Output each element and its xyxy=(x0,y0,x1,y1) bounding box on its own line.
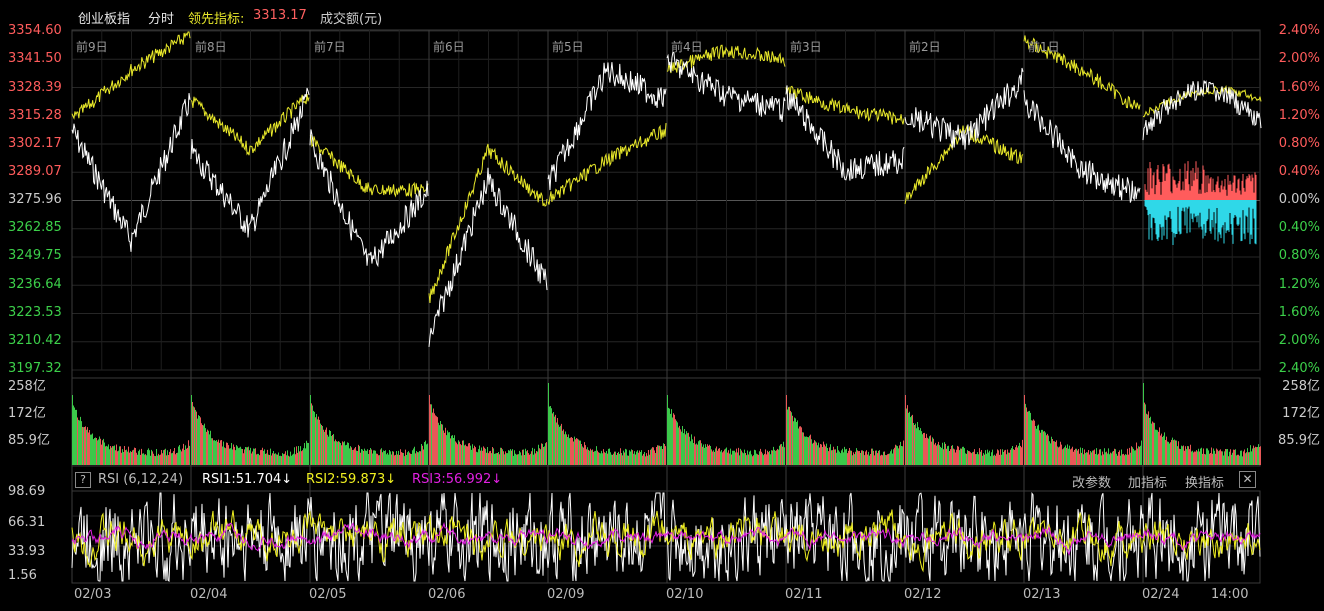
day-label: 前7日 xyxy=(314,40,346,54)
rsi-tick: 66.31 xyxy=(8,515,46,530)
switch-indicator-button[interactable]: 换指标 xyxy=(1185,476,1225,491)
rsi-tick: 98.69 xyxy=(8,484,46,499)
x-tick: 02/04 xyxy=(190,587,228,602)
price-tick: 3302.17 xyxy=(8,136,62,151)
rsi1-value: RSI1:51.704↓ xyxy=(202,472,293,487)
lead-line xyxy=(428,143,548,303)
lead-line xyxy=(547,122,667,205)
mode-label[interactable]: 分时 xyxy=(148,12,175,27)
price-line xyxy=(428,167,548,347)
percent-tick: 1.20% xyxy=(1278,277,1320,292)
index-title[interactable]: 创业板指 xyxy=(78,12,131,27)
rsi-tick: 1.56 xyxy=(8,568,37,583)
price-line xyxy=(904,67,1024,150)
rsi-tick: 33.93 xyxy=(8,544,46,559)
price-tick: 3315.28 xyxy=(8,108,62,123)
lead-indicator-label: 领先指标: xyxy=(188,12,245,27)
price-tick: 3341.50 xyxy=(8,51,62,66)
volume-tick: 258亿 xyxy=(1282,379,1320,394)
rsi2-line xyxy=(71,509,1261,573)
lead-line xyxy=(71,31,191,120)
percent-tick: 1.20% xyxy=(1278,108,1320,123)
rsi2-value: RSI2:59.873↓ xyxy=(306,472,397,487)
percent-tick: 0.00% xyxy=(1278,192,1320,207)
x-tick: 02/09 xyxy=(547,587,585,602)
rsi3-line xyxy=(71,521,1261,556)
x-tick: 02/03 xyxy=(74,587,112,602)
day-label: 前3日 xyxy=(790,40,822,54)
price-tick: 3210.42 xyxy=(8,333,62,348)
lead-indicator-value: 3313.17 xyxy=(253,8,307,23)
x-tick: 14:00 xyxy=(1211,587,1249,602)
lead-line xyxy=(785,85,905,125)
percent-tick: 0.80% xyxy=(1278,248,1320,263)
rsi1-line xyxy=(71,492,1261,583)
volume-tick: 258亿 xyxy=(8,379,46,394)
percent-tick: 2.00% xyxy=(1278,333,1320,348)
lead-line xyxy=(1023,35,1141,110)
percent-tick: 2.00% xyxy=(1278,51,1320,66)
day-label: 前2日 xyxy=(909,40,941,54)
price-tick: 3223.53 xyxy=(8,305,62,320)
price-tick: 3289.07 xyxy=(8,164,62,179)
header-bar: 创业板指 分时 领先指标: 3313.17 成交额(元) xyxy=(0,0,1324,30)
percent-tick: 0.40% xyxy=(1278,220,1320,235)
rsi-name: RSI (6,12,24) xyxy=(98,472,184,487)
lead-line xyxy=(190,94,310,156)
volume-tick: 172亿 xyxy=(1282,406,1320,421)
price-line xyxy=(71,93,191,252)
x-tick: 02/24 xyxy=(1142,587,1180,602)
percent-tick: 2.40% xyxy=(1278,23,1320,38)
price-tick: 3236.64 xyxy=(8,277,62,292)
price-line xyxy=(666,51,786,122)
price-line xyxy=(1142,80,1262,141)
rsi3-value: RSI3:56.992↓ xyxy=(412,472,503,487)
x-tick: 02/12 xyxy=(904,587,942,602)
price-line xyxy=(547,62,667,191)
day-label: 前5日 xyxy=(552,40,584,54)
price-tick: 3249.75 xyxy=(8,248,62,263)
percent-tick: 0.40% xyxy=(1278,164,1320,179)
day-label: 前1日 xyxy=(1028,40,1060,54)
change-params-button[interactable]: 改参数 xyxy=(1072,476,1112,491)
price-line xyxy=(190,87,310,238)
lead-line xyxy=(666,44,786,74)
help-icon[interactable]: ? xyxy=(75,472,91,488)
price-tick: 3262.85 xyxy=(8,220,62,235)
percent-tick: 1.60% xyxy=(1278,80,1320,95)
percent-tick: 1.60% xyxy=(1278,305,1320,320)
x-tick: 02/05 xyxy=(309,587,347,602)
price-tick: 3354.60 xyxy=(8,23,62,38)
x-tick: 02/13 xyxy=(1023,587,1061,602)
price-line xyxy=(1023,90,1141,203)
lead-line xyxy=(309,134,429,199)
volume-tick: 85.9亿 xyxy=(8,433,50,448)
day-label: 前6日 xyxy=(433,40,465,54)
add-indicator-button[interactable]: 加指标 xyxy=(1128,476,1168,491)
volume-tick: 85.9亿 xyxy=(1278,433,1320,448)
price-line xyxy=(785,85,905,181)
price-line xyxy=(309,129,429,268)
price-tick: 3197.32 xyxy=(8,361,62,376)
x-tick: 02/10 xyxy=(666,587,704,602)
day-label: 前4日 xyxy=(671,40,703,54)
rsi-header: ? RSI (6,12,24) RSI1:51.704↓ RSI2:59.873… xyxy=(72,469,1260,491)
x-tick: 02/06 xyxy=(428,587,466,602)
x-tick: 02/11 xyxy=(785,587,823,602)
close-icon[interactable]: ✕ xyxy=(1239,471,1256,488)
volume-tick: 172亿 xyxy=(8,406,46,421)
day-label: 前9日 xyxy=(76,40,108,54)
price-tick: 3275.96 xyxy=(8,192,62,207)
volume-label: 成交额(元) xyxy=(320,12,383,27)
price-tick: 3328.39 xyxy=(8,80,62,95)
percent-tick: 0.80% xyxy=(1278,136,1320,151)
day-label: 前8日 xyxy=(195,40,227,54)
percent-tick: 2.40% xyxy=(1278,361,1320,376)
